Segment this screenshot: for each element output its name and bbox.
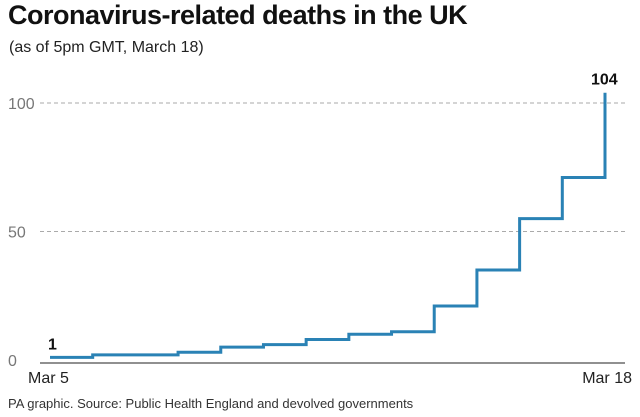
data-label-last: 104 [591, 72, 618, 89]
source-credit: PA graphic. Source: Public Health Englan… [8, 396, 414, 411]
data-label-first: 1 [48, 336, 57, 353]
x-tick-label-start: Mar 5 [28, 370, 69, 387]
x-tick-label-end: Mar 18 [582, 370, 632, 387]
chart-subtitle: (as of 5pm GMT, March 18) [9, 39, 204, 56]
y-tick-label-50: 50 [8, 225, 26, 242]
deaths-series-line [50, 92, 607, 359]
y-tick-label-0: 0 [8, 353, 17, 370]
y-tick-label-100: 100 [8, 96, 35, 113]
chart-title: Coronavirus-related deaths in the UK [8, 0, 468, 30]
